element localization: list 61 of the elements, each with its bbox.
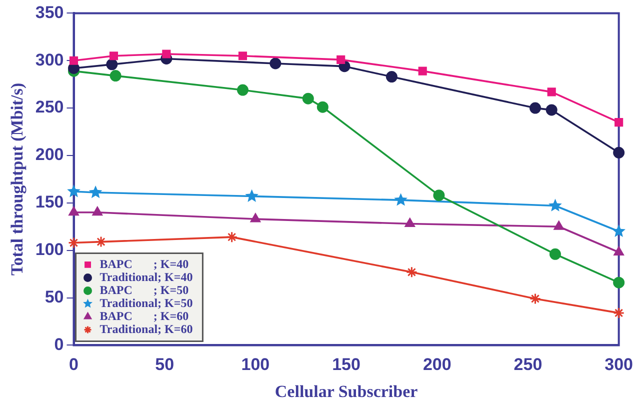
point bbox=[554, 220, 564, 230]
point bbox=[613, 276, 625, 288]
y-tick-label: 350 bbox=[35, 2, 64, 22]
point bbox=[613, 307, 625, 319]
point bbox=[613, 146, 625, 158]
y-tick-label: 150 bbox=[35, 192, 64, 212]
point bbox=[336, 55, 346, 64]
point bbox=[110, 70, 122, 82]
point bbox=[548, 198, 562, 212]
point bbox=[549, 248, 561, 260]
point bbox=[394, 193, 408, 206]
x-tick-label: 250 bbox=[514, 355, 542, 374]
point bbox=[614, 118, 624, 127]
point bbox=[386, 71, 398, 83]
x-tick-label: 50 bbox=[155, 355, 174, 374]
point bbox=[67, 184, 80, 198]
point bbox=[106, 58, 118, 70]
x-tick-label: 100 bbox=[241, 355, 270, 374]
legend-label: Traditional; K=40 bbox=[100, 270, 193, 284]
point bbox=[236, 84, 248, 96]
point bbox=[88, 185, 102, 198]
x-tick-label: 300 bbox=[604, 355, 634, 374]
point bbox=[238, 52, 248, 60]
x-tick-label: 0 bbox=[69, 355, 78, 374]
point bbox=[316, 101, 328, 113]
point bbox=[302, 92, 314, 104]
point bbox=[612, 224, 626, 238]
y-tick-label: 300 bbox=[35, 50, 64, 70]
point bbox=[546, 104, 558, 116]
legend-label: Traditional; K=60 bbox=[100, 322, 193, 336]
legend-label: BAPC ; K=40 bbox=[100, 256, 189, 271]
y-tick-label: 200 bbox=[35, 145, 64, 164]
point bbox=[547, 88, 556, 96]
point bbox=[92, 206, 102, 216]
point bbox=[406, 266, 418, 278]
y-tick-label: 250 bbox=[35, 98, 64, 117]
y-tick-label: 100 bbox=[35, 240, 64, 260]
point bbox=[418, 66, 427, 76]
legend-label: BAPC ; K=50 bbox=[100, 282, 189, 297]
x-tick-label: 200 bbox=[422, 355, 452, 374]
legend-label: Traditional; K=50 bbox=[100, 296, 193, 310]
point bbox=[226, 231, 238, 243]
point bbox=[270, 58, 282, 70]
point bbox=[69, 56, 78, 65]
point bbox=[614, 246, 624, 256]
point bbox=[529, 292, 541, 304]
point bbox=[404, 218, 415, 228]
y-tick-label: 50 bbox=[44, 287, 64, 306]
point bbox=[68, 206, 79, 216]
x-tick-label: 150 bbox=[332, 355, 360, 374]
point bbox=[250, 213, 261, 222]
y-axis-title: Total throughtput (Mbit/s) bbox=[8, 82, 27, 276]
x-axis-title: Cellular Subscriber bbox=[274, 382, 418, 402]
point bbox=[245, 189, 258, 202]
point bbox=[529, 102, 541, 114]
point bbox=[162, 50, 171, 58]
point bbox=[433, 190, 445, 202]
point bbox=[68, 237, 80, 249]
y-tick-label: 0 bbox=[54, 334, 64, 354]
point bbox=[109, 52, 118, 60]
legend-label: BAPC ; K=60 bbox=[100, 308, 189, 323]
